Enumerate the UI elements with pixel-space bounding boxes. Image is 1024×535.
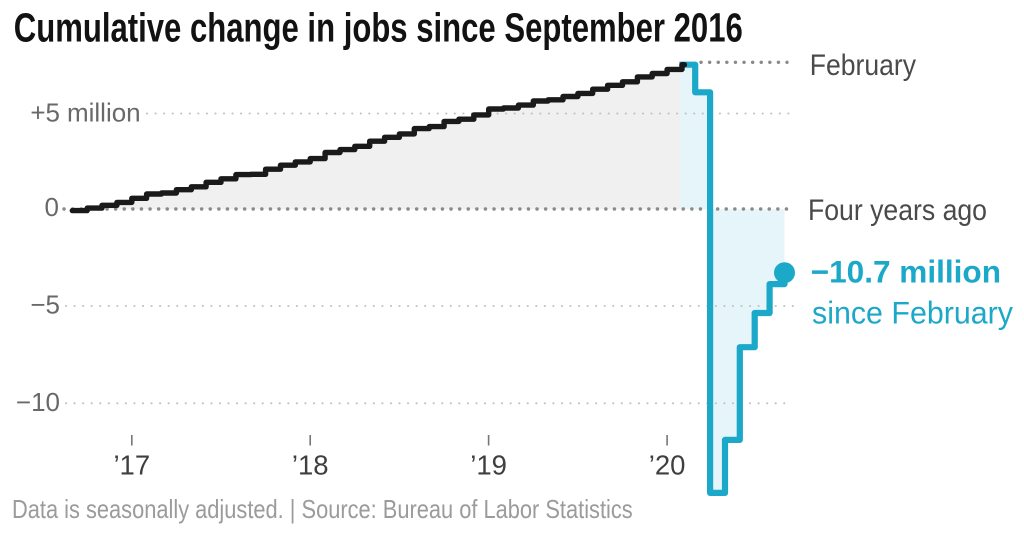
svg-text:February: February — [810, 49, 916, 82]
svg-text:Data is seasonally adjusted. |: Data is seasonally adjusted. | Source: B… — [12, 494, 633, 524]
svg-text:0: 0 — [45, 192, 59, 222]
svg-text:−10: −10 — [16, 387, 60, 417]
svg-text:’19: ’19 — [470, 450, 507, 481]
svg-text:’20: ’20 — [649, 450, 686, 481]
svg-text:−5: −5 — [30, 290, 60, 320]
svg-text:’17: ’17 — [113, 450, 150, 481]
svg-text:since February: since February — [812, 295, 1013, 331]
svg-text:−10.7 million: −10.7 million — [811, 253, 1001, 289]
svg-text:Four years ago: Four years ago — [808, 194, 987, 227]
svg-text:’18: ’18 — [292, 450, 329, 481]
svg-text:million: million — [67, 97, 141, 127]
svg-text:Cumulative change in jobs sinc: Cumulative change in jobs since Septembe… — [14, 5, 743, 51]
svg-text:+5: +5 — [30, 97, 60, 127]
